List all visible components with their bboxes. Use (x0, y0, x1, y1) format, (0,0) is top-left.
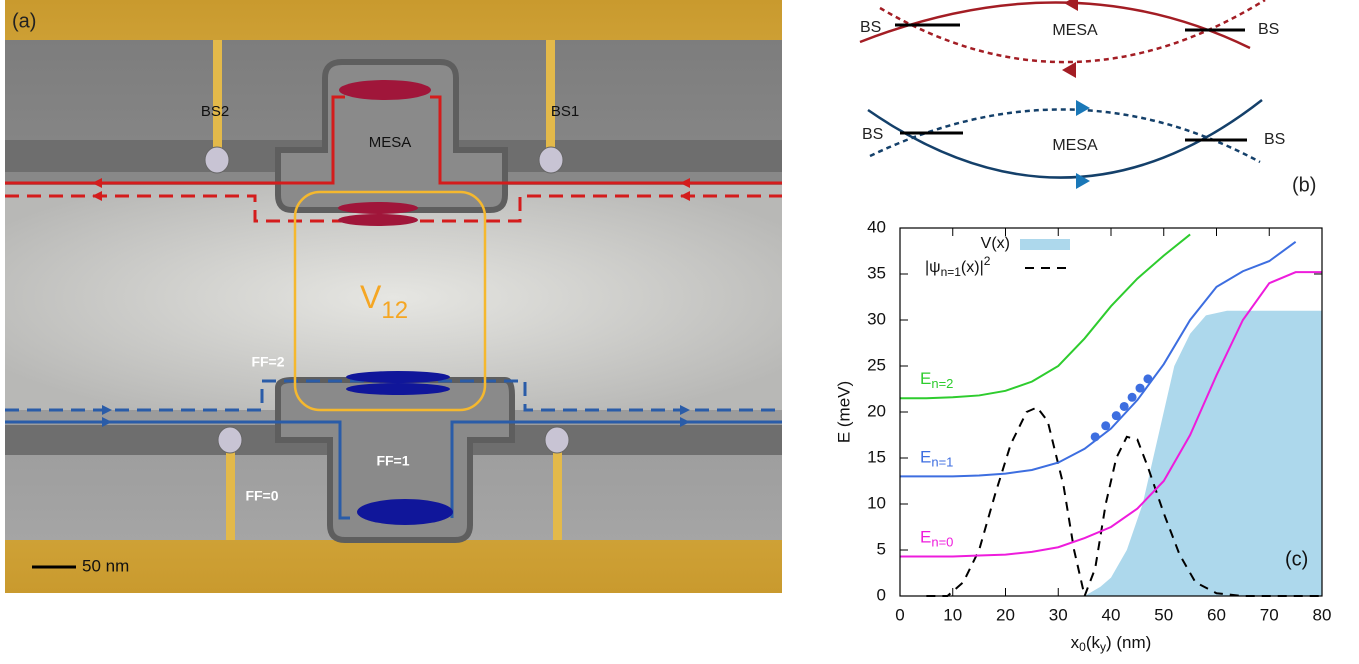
label: |ψn=1(x)|2 (925, 254, 991, 279)
label-part: n=0 (931, 535, 953, 550)
panel-label: (b) (1292, 174, 1316, 196)
label-part: (x)| (961, 259, 984, 276)
marker (1120, 402, 1129, 411)
gate-finger (546, 40, 555, 155)
contact (218, 427, 242, 453)
ff-label: FF=0 (245, 488, 278, 504)
y-tick-label: 25 (867, 355, 886, 374)
bs-label: BS1 (551, 103, 579, 120)
y-tick-label: 35 (867, 263, 886, 282)
y-tick-label: 40 (867, 217, 886, 236)
y-axis-title: E (meV) (834, 381, 853, 443)
marker (1091, 432, 1100, 441)
ff-label: FF=1 (376, 453, 409, 469)
x-tick-label: 30 (1049, 605, 1068, 624)
mesa-label: MESA (369, 134, 412, 151)
label-part: (k (1086, 633, 1101, 652)
coupling-main: V (360, 279, 382, 315)
coupling-sub: 12 (381, 297, 408, 324)
label: x0(ky) (nm) (1071, 633, 1152, 654)
y-tick-label: 20 (867, 401, 886, 420)
legend-swatch (1020, 239, 1070, 250)
label-part: |ψ (925, 259, 941, 276)
gate-finger (213, 40, 222, 155)
contact (545, 427, 569, 453)
label-part: n=1 (941, 265, 962, 279)
y-tick-label: 10 (867, 493, 886, 512)
label-part: 2 (984, 254, 991, 268)
x-tick-label: 50 (1154, 605, 1173, 624)
x-tick-label: 10 (943, 605, 962, 624)
ff-label: FF=2 (251, 354, 284, 370)
bs-label: BS2 (201, 103, 229, 120)
contact (205, 147, 229, 173)
panel-label: (a) (12, 10, 36, 32)
wavefunction (339, 80, 431, 100)
label-part: V(x) (981, 235, 1010, 252)
page: (a) BS2 BS1 MESA V12 FF=2 FF=1 FF=0 50 n… (0, 0, 1359, 664)
label-part: E (920, 448, 931, 467)
label-part: E (920, 528, 931, 547)
x-tick-label: 40 (1102, 605, 1121, 624)
bs-label: BS (1264, 131, 1285, 148)
contact (539, 147, 563, 173)
label-part: n=1 (931, 455, 953, 470)
label: En=2 (920, 370, 953, 392)
y-tick-label: 0 (877, 585, 886, 604)
label-part: E (920, 370, 931, 389)
wavefunction (346, 371, 450, 383)
line (900, 234, 1190, 398)
wavefunction (338, 202, 418, 214)
bs-label: BS (862, 126, 883, 143)
marker (1128, 393, 1137, 402)
y-tick-label: 30 (867, 309, 886, 328)
label: V(x) (981, 235, 1010, 252)
y-tick-label: 15 (867, 447, 886, 466)
x-tick-label: 0 (895, 605, 904, 624)
marker (1101, 421, 1110, 430)
mesa-label: MESA (1052, 22, 1098, 39)
scale-label: 50 nm (82, 556, 129, 575)
bs-label: BS (860, 19, 881, 36)
figure: (a) BS2 BS1 MESA V12 FF=2 FF=1 FF=0 50 n… (0, 0, 1359, 659)
mesa-label: MESA (1052, 137, 1098, 154)
bs-label: BS (1258, 21, 1279, 38)
wavefunction (346, 383, 450, 395)
label: En=1 (920, 448, 953, 470)
label: En=0 (920, 528, 953, 550)
marker (1143, 374, 1152, 383)
x-tick-label: 60 (1207, 605, 1226, 624)
label-part: ) (nm) (1106, 633, 1151, 652)
marker (1136, 384, 1145, 393)
gate-finger (553, 440, 562, 540)
gate-finger (226, 440, 235, 540)
x-tick-label: 80 (1313, 605, 1332, 624)
y-tick-label: 5 (877, 539, 886, 558)
label-part: n=2 (931, 377, 953, 392)
x-tick-label: 70 (1260, 605, 1279, 624)
wavefunction (338, 214, 418, 226)
beam-splitter (895, 25, 1247, 140)
panel-a: (a) BS2 BS1 MESA V12 FF=2 FF=1 FF=0 50 n… (5, 0, 782, 593)
x-tick-label: 20 (996, 605, 1015, 624)
marker (1112, 411, 1121, 420)
panel-label: (c) (1285, 548, 1308, 570)
wavefunction (357, 499, 453, 525)
